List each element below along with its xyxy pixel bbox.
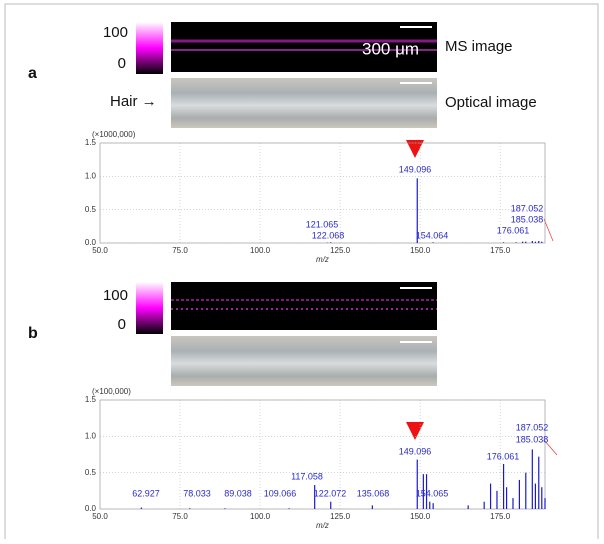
x-tick-label: 100.0 bbox=[250, 512, 271, 521]
peak-label: 176.061 bbox=[487, 451, 520, 461]
peak-marker bbox=[406, 422, 424, 440]
peak-label: 185.038 bbox=[516, 434, 549, 444]
peak-label: 78.033 bbox=[183, 488, 211, 498]
peak-label: 187.052 bbox=[511, 203, 544, 213]
scale-label: 300 μm bbox=[362, 39, 419, 58]
y-tick-label: 0.0 bbox=[85, 238, 97, 247]
y-tick-label: 0.5 bbox=[85, 205, 97, 214]
peak-marker bbox=[406, 140, 424, 158]
frame bbox=[4, 3, 599, 544]
multiplier: (×1000,000) bbox=[92, 130, 136, 139]
colorbar-min: 0 bbox=[118, 55, 126, 72]
peak-label: 122.072 bbox=[314, 488, 347, 498]
x-tick-label: 175.0 bbox=[490, 246, 511, 255]
peak-label: 149.096 bbox=[399, 164, 432, 174]
x-tick-label: 75.0 bbox=[172, 246, 188, 255]
optical-image bbox=[171, 336, 437, 386]
x-tick-label: 150.0 bbox=[410, 512, 431, 521]
hair-label: Hair → bbox=[110, 93, 157, 110]
panel-label: b bbox=[28, 325, 38, 342]
y-tick-label: 1.0 bbox=[85, 171, 97, 180]
colorbar bbox=[136, 282, 163, 334]
peak-label: 154.065 bbox=[416, 488, 449, 498]
peak-label: 117.058 bbox=[291, 471, 323, 481]
y-tick-label: 1.0 bbox=[85, 431, 97, 440]
peak-label: 176.061 bbox=[497, 225, 530, 235]
colorbar-max: 100 bbox=[103, 287, 128, 304]
colorbar bbox=[136, 22, 163, 74]
peak-label: 89.038 bbox=[224, 488, 252, 498]
x-tick-label: 50.0 bbox=[92, 246, 108, 255]
peak-label: 185.038 bbox=[511, 214, 544, 224]
y-tick-label: 0.0 bbox=[85, 504, 97, 513]
x-axis-label: m/z bbox=[316, 521, 329, 530]
y-tick-label: 1.5 bbox=[85, 138, 97, 147]
ms-image bbox=[171, 22, 437, 72]
multiplier: (×100,000) bbox=[92, 387, 131, 396]
peak-label: 154.064 bbox=[416, 230, 449, 240]
colorbar-max: 100 bbox=[103, 24, 128, 41]
x-tick-label: 125.0 bbox=[330, 246, 351, 255]
x-tick-label: 125.0 bbox=[330, 512, 351, 521]
peak-label: 187.052 bbox=[516, 422, 549, 432]
leader-line bbox=[543, 218, 554, 242]
panel-label: a bbox=[28, 65, 37, 82]
peak-label: 62.927 bbox=[132, 488, 160, 498]
x-axis-label: m/z bbox=[316, 255, 329, 264]
peak-label: 135.068 bbox=[357, 488, 390, 498]
peak-label: 121.065 bbox=[306, 219, 339, 229]
optical-image bbox=[171, 78, 437, 128]
x-tick-label: 75.0 bbox=[172, 512, 188, 521]
ms-caption: MS image bbox=[445, 38, 513, 55]
x-tick-label: 150.0 bbox=[410, 246, 431, 255]
y-tick-label: 1.5 bbox=[85, 395, 97, 404]
optical-caption: Optical image bbox=[445, 94, 537, 111]
peak-label: 149.096 bbox=[399, 446, 432, 456]
y-tick-label: 0.5 bbox=[85, 468, 97, 477]
x-tick-label: 50.0 bbox=[92, 512, 108, 521]
x-tick-label: 100.0 bbox=[250, 246, 271, 255]
leader-line bbox=[543, 439, 558, 456]
ms-image bbox=[171, 282, 437, 330]
x-tick-label: 175.0 bbox=[490, 512, 511, 521]
colorbar-min: 0 bbox=[118, 316, 126, 333]
peak-label: 122.068 bbox=[312, 230, 345, 240]
peak-label: 109.066 bbox=[264, 488, 297, 498]
